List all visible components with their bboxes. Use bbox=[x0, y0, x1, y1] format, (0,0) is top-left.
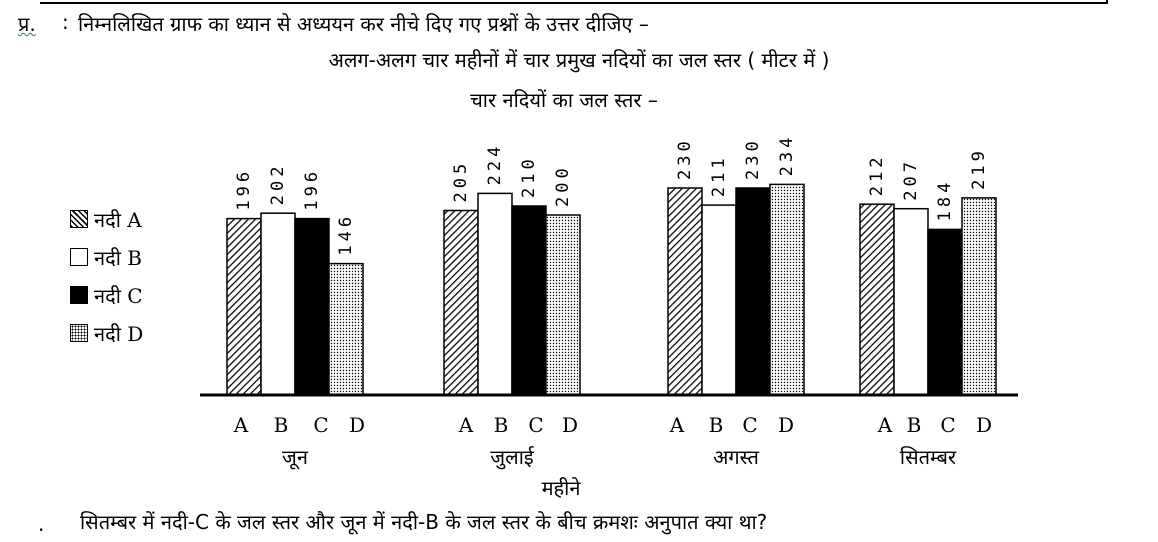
bar-a-group-4 bbox=[859, 203, 895, 396]
bar-category-label: A bbox=[877, 413, 893, 437]
bar-c-group-4 bbox=[927, 228, 963, 396]
bar-category-label: C bbox=[528, 413, 543, 437]
bar-category-label: A bbox=[669, 413, 685, 437]
bar-category-label: D bbox=[778, 413, 794, 437]
labels-layer: 196 A 202 B 196 C 146 D जून 205 A 224 B 210 C 200 D जुलाई… bbox=[233, 134, 992, 470]
bar-category-label: B bbox=[494, 413, 509, 437]
value-label: 202 bbox=[268, 162, 288, 205]
value-label: 205 bbox=[451, 160, 471, 203]
bar-c-group-1 bbox=[294, 217, 330, 396]
legend-label-a: नदी A bbox=[94, 207, 142, 232]
legend-swatch-dots bbox=[70, 324, 88, 342]
top-border-line bbox=[40, 2, 1108, 4]
legend-label-c: नदी C bbox=[94, 283, 143, 308]
question-colon: : bbox=[62, 10, 69, 34]
value-label: 184 bbox=[935, 179, 955, 222]
value-label: 146 bbox=[336, 213, 356, 256]
bars-layer bbox=[226, 183, 997, 396]
chart-subtitle: चार नदियों का जल स्तर – bbox=[470, 88, 658, 112]
x-axis-label: महीने bbox=[542, 476, 582, 500]
month-label: अगस्त bbox=[713, 445, 759, 469]
value-label: 196 bbox=[302, 168, 322, 211]
bar-b-group-1 bbox=[260, 212, 296, 396]
value-label: 212 bbox=[867, 153, 887, 196]
legend-item-c: नदी C bbox=[70, 276, 143, 314]
bar-b-group-3 bbox=[701, 204, 737, 396]
bottom-bullet: . bbox=[38, 512, 45, 536]
bar-category-label: B bbox=[907, 413, 922, 437]
value-label: 210 bbox=[519, 155, 539, 198]
bottom-question: सितम्बर में नदी-C के जल स्तर और जून में … bbox=[80, 510, 768, 534]
bar-category-label: D bbox=[562, 413, 578, 437]
value-label: 234 bbox=[777, 134, 797, 177]
bar-d-group-3 bbox=[769, 183, 805, 396]
legend-swatch-white bbox=[70, 248, 88, 266]
legend-label-d: नदी D bbox=[94, 321, 144, 346]
legend-label-b: नदी B bbox=[94, 245, 142, 270]
value-label: 230 bbox=[675, 137, 695, 180]
month-label: जुलाई bbox=[490, 445, 535, 470]
question-instruction: निम्नलिखित ग्राफ का ध्यान से अध्ययन कर न… bbox=[78, 12, 649, 36]
bar-d-group-4 bbox=[961, 197, 997, 396]
chart-title: अलग-अलग चार महीनों में चार प्रमुख नदियों… bbox=[328, 48, 830, 72]
value-label: 219 bbox=[969, 147, 989, 190]
legend-item-d: नदी D bbox=[70, 314, 143, 352]
legend-item-a: नदी A bbox=[70, 200, 143, 238]
bar-a-group-3 bbox=[667, 187, 703, 396]
bar-category-label: A bbox=[458, 413, 474, 437]
bar-category-label: B bbox=[709, 413, 724, 437]
bar-category-label: A bbox=[233, 413, 249, 437]
bar-d-group-2 bbox=[545, 214, 581, 396]
bar-a-group-2 bbox=[443, 209, 479, 396]
bar-a-group-1 bbox=[226, 217, 262, 396]
bar-c-group-3 bbox=[735, 187, 771, 396]
value-label: 196 bbox=[234, 168, 254, 211]
legend-swatch-hatch bbox=[70, 210, 88, 228]
month-label: सितम्बर bbox=[900, 445, 957, 469]
bar-d-group-1 bbox=[328, 262, 364, 396]
legend-item-b: नदी B bbox=[70, 238, 143, 276]
value-label: 207 bbox=[901, 158, 921, 201]
value-label: 224 bbox=[485, 143, 505, 186]
bar-category-label: B bbox=[274, 413, 289, 437]
bar-b-group-4 bbox=[893, 207, 929, 396]
bar-category-label: D bbox=[976, 413, 992, 437]
right-border-tick bbox=[1106, 0, 1108, 4]
legend-swatch-black bbox=[70, 286, 88, 304]
value-label: 211 bbox=[709, 154, 729, 197]
bar-category-label: C bbox=[742, 413, 757, 437]
bar-category-label: C bbox=[313, 413, 328, 437]
bar-category-label: D bbox=[349, 413, 365, 437]
question-label: प्र. bbox=[18, 12, 36, 36]
bar-b-group-2 bbox=[477, 192, 513, 396]
value-label: 230 bbox=[743, 137, 763, 180]
value-label: 200 bbox=[553, 164, 573, 207]
month-label: जून bbox=[282, 445, 309, 470]
bar-category-label: C bbox=[940, 413, 955, 437]
bar-c-group-2 bbox=[511, 205, 547, 396]
chart-legend: नदी A नदी B नदी C नदी D bbox=[70, 200, 143, 352]
